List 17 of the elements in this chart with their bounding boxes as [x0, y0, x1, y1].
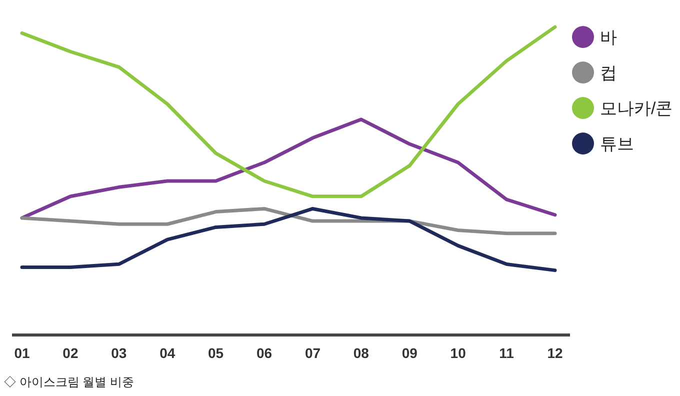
x-tick-label: 04	[160, 345, 176, 361]
text: ◇ 아이스크림 월별 비중	[4, 375, 134, 389]
legend-label: 바	[600, 28, 617, 47]
x-tick-label: 08	[353, 345, 370, 361]
legend-label: 컵	[600, 64, 617, 82]
x-tick-label: 02	[62, 345, 78, 361]
x-tick-label: 09	[402, 345, 418, 361]
legend-label: 모나카/콘	[600, 99, 673, 118]
x-tick-label: 03	[111, 345, 127, 361]
legend-label: 튜브	[600, 134, 634, 154]
x-tick-label: 07	[304, 345, 321, 361]
x-tick-label: 05	[208, 345, 224, 361]
x-tick-label: 01	[14, 345, 30, 361]
x-tick-label: 06	[256, 345, 272, 361]
x-tick-label: 11	[499, 345, 514, 361]
x-tick-label: 12	[547, 345, 563, 361]
x-tick-label: 10	[450, 345, 466, 361]
